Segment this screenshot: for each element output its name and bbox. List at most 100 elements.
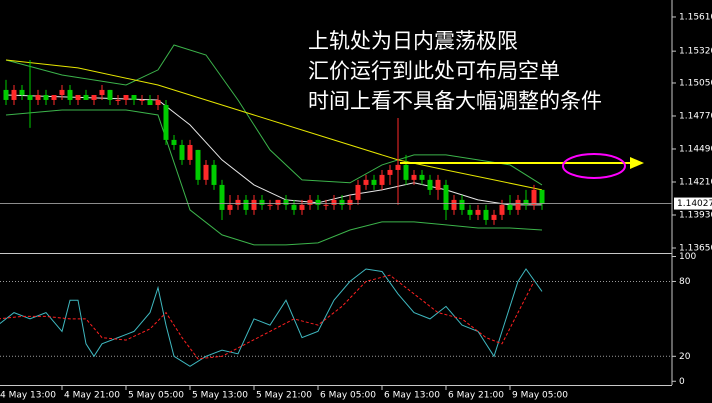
candle-body [347, 199, 353, 205]
y-tick-label: 80 [679, 277, 691, 287]
candle-body [531, 189, 537, 205]
x-tick-label: 5 May 13:00 [192, 391, 248, 401]
x-tick-label: 5 May 05:00 [128, 391, 184, 401]
candle-body [123, 95, 129, 100]
candle-body [179, 144, 185, 160]
candle-body [187, 144, 193, 160]
candle-body [411, 174, 417, 180]
current-price-label: 1.14027 [677, 199, 712, 209]
candle-body [115, 99, 121, 101]
candle-body [307, 199, 313, 205]
candle-body [435, 179, 441, 190]
candle-body [363, 179, 369, 185]
candle-body [19, 89, 25, 96]
candle-body [195, 149, 201, 180]
y-tick-label: 1.14490 [679, 144, 712, 154]
candle-body [299, 204, 305, 210]
annotation: 上轨处为日内震荡极限 [308, 29, 518, 53]
indicator-line [5, 59, 543, 191]
candle-body [35, 95, 41, 100]
candle-body [3, 89, 9, 100]
candle-body [467, 209, 473, 215]
candle-body [243, 199, 249, 210]
y-tick-label: 1.15610 [679, 12, 712, 22]
candle-body [523, 199, 529, 205]
candle-body [275, 199, 281, 205]
candle-body [75, 95, 81, 100]
candle-body [267, 204, 273, 206]
indicator-line [0, 268, 543, 367]
candle-body [379, 174, 385, 185]
candle-body [107, 89, 113, 100]
annotation: 汇价运行到此处可布局空单 [308, 59, 560, 83]
candle-body [171, 139, 177, 145]
candle-body [371, 179, 377, 185]
candle-body [323, 204, 329, 206]
candle-body [355, 184, 361, 200]
candle-body [99, 89, 105, 96]
y-tick-label: 1.13930 [679, 210, 712, 220]
candle-body [427, 179, 433, 190]
candle-body [475, 209, 481, 215]
candle-body [339, 199, 345, 205]
candle-body [139, 99, 145, 101]
x-tick-label: 6 May 21:00 [448, 391, 504, 401]
candle-body [291, 204, 297, 210]
candle-body [419, 174, 425, 180]
candle-body [51, 95, 57, 100]
x-tick-label: 5 May 21:00 [256, 391, 312, 401]
x-tick-label: 4 May 13:00 [0, 391, 56, 401]
candle-body [507, 204, 513, 210]
candle-body [451, 199, 457, 210]
candle-body [83, 95, 89, 100]
candle-body [459, 199, 465, 210]
y-tick-label: 1.15320 [679, 47, 712, 57]
candle-body [147, 99, 153, 106]
x-tick-label: 6 May 05:00 [320, 391, 376, 401]
x-tick-label: 4 May 21:00 [64, 391, 120, 401]
candle-body [91, 95, 97, 100]
candle-body [27, 95, 33, 100]
current-price-box [674, 197, 712, 210]
candle-body [483, 209, 489, 220]
candle-body [331, 199, 337, 205]
candle-body [131, 95, 137, 100]
candle-body [235, 199, 241, 205]
candle-body [387, 169, 393, 175]
candle-body [219, 184, 225, 210]
y-tick-label: 100 [679, 252, 696, 262]
y-tick-label: 1.13650 [679, 243, 712, 253]
candle-body [251, 199, 257, 210]
candle-body [283, 199, 289, 205]
candle-body [67, 89, 73, 100]
candle-body [403, 164, 409, 180]
candle-body [203, 164, 209, 180]
candle-body [259, 199, 265, 205]
x-tick-label: 9 May 05:00 [512, 391, 568, 401]
annotation: 时间上看不具备大幅调整的条件 [308, 89, 602, 113]
candle-body [11, 89, 17, 100]
arrow-head [630, 157, 644, 169]
candle-body [499, 204, 505, 215]
y-tick-label: 20 [679, 352, 691, 362]
indicator-line [5, 109, 543, 246]
plot [0, 16, 676, 390]
y-tick-label: 0 [679, 377, 685, 387]
candle-body [539, 189, 545, 204]
candle-body [515, 199, 521, 210]
candle-body [227, 204, 233, 210]
y-tick-label: 1.15050 [679, 78, 712, 88]
y-tick-label: 1.14770 [679, 111, 712, 121]
candle-body [59, 89, 65, 96]
candle-body [315, 199, 321, 205]
candle-body [43, 95, 49, 100]
candle-body [395, 164, 401, 170]
candle-body [211, 164, 217, 185]
candle-body [491, 214, 497, 220]
highlight-ellipse [562, 153, 626, 179]
indicator-line [0, 274, 535, 360]
y-tick-label: 1.14210 [679, 177, 712, 187]
indicator-line [5, 44, 543, 186]
